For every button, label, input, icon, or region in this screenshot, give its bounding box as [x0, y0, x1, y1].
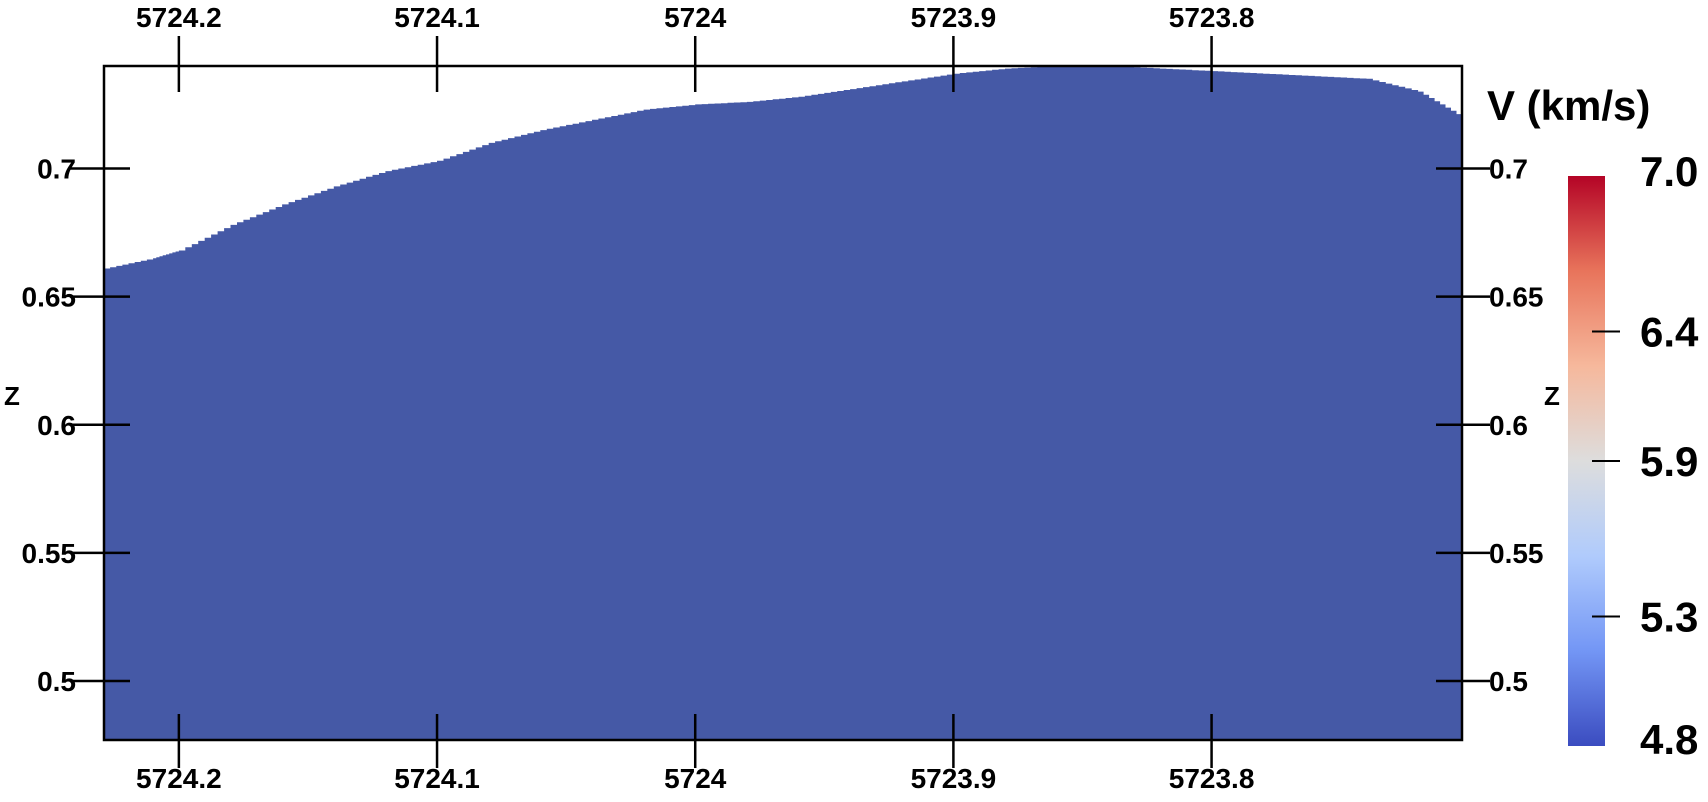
- z-right-tick-label: 0.6: [1489, 410, 1528, 441]
- colorbar: V (km/s) 7.0 6.4 5.9 5.3 4.8: [1487, 82, 1699, 763]
- x-top-tick-label: 5724: [664, 2, 727, 33]
- colorbar-label: 5.3: [1640, 593, 1698, 640]
- x-top-tick-label: 5724.1: [394, 2, 480, 33]
- z-left-tick-label: 0.65: [22, 282, 77, 313]
- plot-frame: [102, 64, 1464, 742]
- colorbar-label: 4.8: [1640, 716, 1698, 763]
- z-right-tick-label: 0.5: [1489, 666, 1528, 697]
- x-top-tick-label: 5723.8: [1169, 2, 1255, 33]
- x-bottom-tick-label: 5724: [664, 763, 727, 794]
- x-axis-top: 5724.2 5724.1 5724 5723.9 5723.8: [136, 2, 1254, 92]
- colorbar-label: 5.9: [1640, 438, 1698, 485]
- z-right-tick-label: 0.7: [1489, 154, 1528, 185]
- z-axis-right: 0.7 0.65 0.6 0.55 0.5: [1436, 154, 1544, 697]
- z-left-tick-label: 0.7: [37, 154, 76, 185]
- velocity-area: [104, 66, 1462, 740]
- z-left-tick-label: 0.6: [37, 410, 76, 441]
- z-right-tick-label: 0.65: [1489, 282, 1544, 313]
- x-top-tick-label: 5724.2: [136, 2, 222, 33]
- colorbar-label: 6.4: [1640, 308, 1699, 355]
- x-bottom-tick-label: 5723.9: [911, 763, 997, 794]
- colorbar-title: V (km/s): [1487, 82, 1650, 129]
- x-bottom-tick-label: 5723.8: [1169, 763, 1255, 794]
- x-top-tick-label: 5723.9: [911, 2, 997, 33]
- colorbar-labels: 7.0 6.4 5.9 5.3 4.8: [1592, 148, 1699, 763]
- x-bottom-tick-label: 5724.1: [394, 763, 480, 794]
- plot-area: [102, 64, 1464, 742]
- x-axis-bottom: 5724.2 5724.1 5724 5723.9 5723.8: [136, 714, 1254, 794]
- colorbar-label: 7.0: [1640, 148, 1698, 195]
- z-axis-left: 0.7 0.65 0.6 0.55 0.5: [22, 154, 130, 697]
- z-right-tick-label: 0.55: [1489, 538, 1544, 569]
- z-left-tick-label: 0.55: [22, 538, 77, 569]
- z-axis-label-left: Z: [4, 381, 20, 411]
- z-left-tick-label: 0.5: [37, 666, 76, 697]
- z-axis-label-right: Z: [1544, 381, 1560, 411]
- x-bottom-tick-label: 5724.2: [136, 763, 222, 794]
